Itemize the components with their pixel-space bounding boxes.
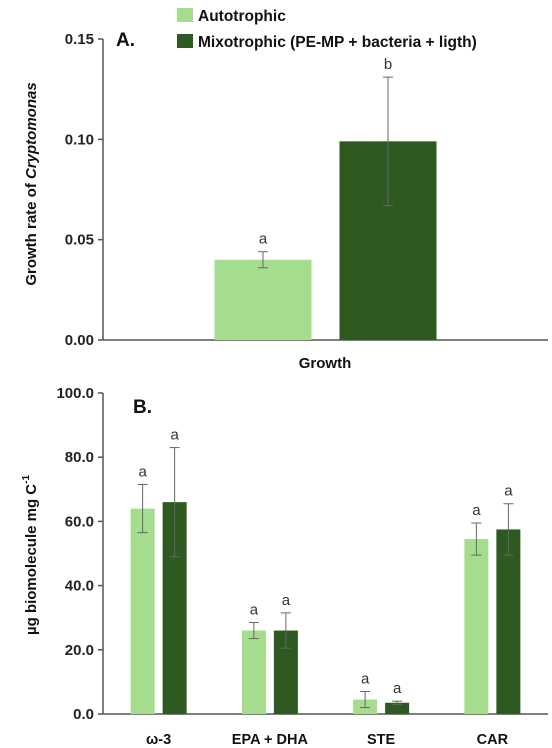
panel-a-plot-area: 0.00 0.05 0.10 0.15 a b: [65, 31, 548, 349]
y-tick-label: 0.05: [65, 232, 94, 249]
y-tick-label: 80.0: [65, 449, 94, 466]
significance-letter: b: [384, 56, 392, 73]
panel-a-x-axis-title: Growth: [299, 355, 352, 372]
significance-letter: a: [361, 671, 370, 688]
y-tick-label: 0.10: [65, 131, 94, 148]
y-tick-label: 0.00: [65, 332, 94, 349]
significance-letter: a: [472, 502, 481, 519]
y-tick-label: 0.15: [65, 31, 94, 48]
category-label: ω-3: [146, 732, 171, 748]
y-tick-label: 60.0: [65, 513, 94, 530]
significance-letter: a: [504, 483, 513, 500]
panel-b-plot-area: 0.0 20.0 40.0 60.0 80.0 100.0 a a ω-3 a a EPA + DHA…: [56, 385, 548, 748]
category-label: STE: [367, 732, 396, 748]
bar-autotrophic: [242, 631, 266, 714]
y-tick-label: 40.0: [65, 578, 94, 595]
legend-label-autotrophic: Autotrophic: [198, 8, 286, 25]
bar-autotrophic: [131, 509, 155, 714]
bar-autotrophic: [464, 539, 488, 714]
legend-swatch-autotrophic: [177, 8, 193, 22]
panel-a-y-axis-title: Growth rate of Cryptomonas: [23, 82, 40, 285]
significance-letter: a: [259, 231, 268, 248]
y-tick-label: 20.0: [65, 642, 94, 659]
panel-b-label: B.: [133, 397, 152, 418]
category-label: EPA + DHA: [232, 732, 309, 748]
legend: Autotrophic Mixotrophic (PE-MP + bacteri…: [177, 8, 477, 51]
chart-panel-a: A. Growth rate of Cryptomonas 0.000.050.…: [23, 30, 548, 372]
chart-panel-b: B. µg biomolecule mg C-1 0.0 20.0 40.0 60.0…: [21, 385, 548, 748]
category-label: CAR: [477, 732, 509, 748]
significance-letter: a: [170, 427, 179, 444]
significance-letter: a: [138, 463, 147, 480]
y-tick-label: 0.0: [73, 706, 94, 723]
significance-letter: a: [250, 602, 259, 619]
bar-autotrophic: [215, 260, 312, 340]
significance-letter: a: [282, 592, 291, 609]
bar-mixotrophic: [496, 529, 520, 714]
panel-a-label: A.: [116, 30, 135, 51]
legend-swatch-mixotrophic: [177, 34, 193, 48]
panel-b-y-axis-title: µg biomolecule mg C-1: [21, 475, 40, 636]
significance-letter: a: [393, 680, 402, 697]
y-tick-label: 100.0: [56, 385, 94, 402]
legend-label-mixotrophic: Mixotrophic (PE-MP + bacteria + ligth): [198, 34, 477, 51]
